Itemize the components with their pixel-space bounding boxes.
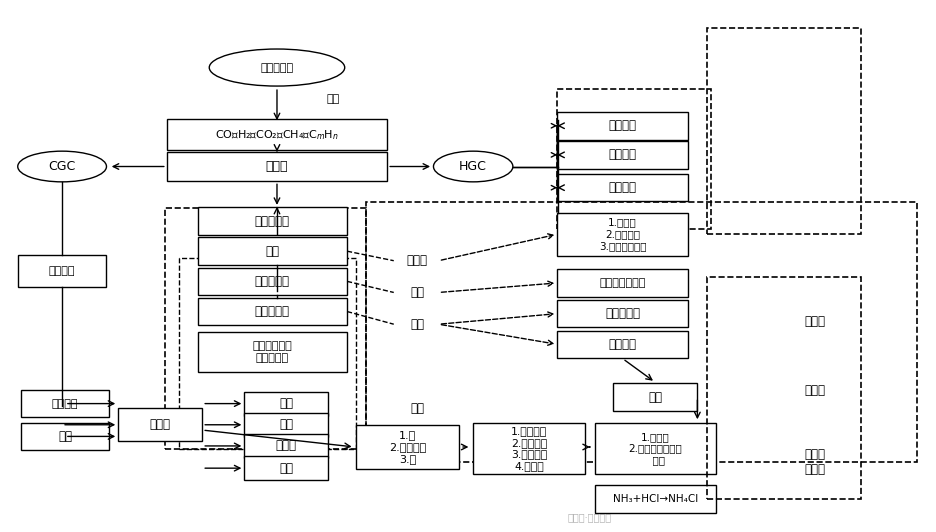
FancyBboxPatch shape <box>197 237 346 265</box>
Ellipse shape <box>209 49 344 86</box>
FancyBboxPatch shape <box>118 409 202 441</box>
Text: 普通碱
氧化物: 普通碱 氧化物 <box>804 448 825 476</box>
FancyBboxPatch shape <box>197 298 346 325</box>
Text: 污染物: 污染物 <box>266 160 288 173</box>
Text: 洗涤器: 洗涤器 <box>150 418 170 431</box>
Text: 催化: 催化 <box>410 286 424 299</box>
Text: 屏障过滤: 屏障过滤 <box>608 148 636 161</box>
FancyBboxPatch shape <box>18 255 107 287</box>
FancyBboxPatch shape <box>197 207 346 235</box>
Text: 吸收: 吸收 <box>410 318 424 331</box>
Ellipse shape <box>18 151 107 182</box>
Text: 生物质、煤: 生物质、煤 <box>260 63 293 72</box>
Text: 氧化铝: 氧化铝 <box>804 384 825 397</box>
Text: 气化: 气化 <box>326 94 340 104</box>
FancyBboxPatch shape <box>244 392 328 415</box>
FancyBboxPatch shape <box>594 485 715 513</box>
Text: 含氮污染物: 含氮污染物 <box>255 275 289 288</box>
Text: 惯性分离: 惯性分离 <box>608 119 636 132</box>
Text: CGC: CGC <box>49 160 76 173</box>
Text: NH₃+HCl→NH₄Cl: NH₃+HCl→NH₄Cl <box>612 494 697 504</box>
FancyBboxPatch shape <box>197 268 346 295</box>
FancyBboxPatch shape <box>244 456 328 480</box>
FancyBboxPatch shape <box>557 141 687 169</box>
FancyBboxPatch shape <box>557 112 687 139</box>
FancyBboxPatch shape <box>167 119 387 150</box>
FancyBboxPatch shape <box>557 330 687 358</box>
Text: 热催化分解: 热催化分解 <box>605 307 639 320</box>
FancyBboxPatch shape <box>21 390 110 418</box>
FancyBboxPatch shape <box>557 269 687 297</box>
Text: 静电: 静电 <box>279 462 293 475</box>
Text: 含硫污染物: 含硫污染物 <box>255 305 289 318</box>
Text: 吸收: 吸收 <box>410 402 424 415</box>
Text: 喷雾: 喷雾 <box>279 397 293 410</box>
FancyBboxPatch shape <box>356 425 459 469</box>
FancyBboxPatch shape <box>21 422 110 450</box>
FancyBboxPatch shape <box>197 332 346 372</box>
Text: 湿式洗涤: 湿式洗涤 <box>49 267 75 276</box>
Text: 选择性催化氧化: 选择性催化氧化 <box>599 278 645 288</box>
Text: 吸收: 吸收 <box>648 390 662 404</box>
FancyBboxPatch shape <box>557 174 687 202</box>
Text: 文丘里: 文丘里 <box>275 439 297 452</box>
Text: 活性炭: 活性炭 <box>804 315 825 328</box>
Text: 湿式动态: 湿式动态 <box>51 398 78 409</box>
Text: 吸附技术: 吸附技术 <box>608 338 636 351</box>
FancyBboxPatch shape <box>473 423 585 473</box>
FancyBboxPatch shape <box>244 413 328 437</box>
Text: CO、H₂、CO₂、CH₄、C$_m$H$_n$: CO、H₂、CO₂、CH₄、C$_m$H$_n$ <box>215 128 339 142</box>
Text: 静电分离: 静电分离 <box>608 181 636 194</box>
Text: 冲击: 冲击 <box>279 418 293 431</box>
Text: 热裂解: 热裂解 <box>406 254 427 267</box>
Text: 卤化氢和微量
金属污染物: 卤化氢和微量 金属污染物 <box>252 342 292 363</box>
Text: 1.水
2.有机溶剂
3.酸: 1.水 2.有机溶剂 3.酸 <box>388 430 426 463</box>
Text: 公众号·第一材智: 公众号·第一材智 <box>567 512 611 522</box>
Text: 1.热裂化
2.催化裂化
3.等离子体重整: 1.热裂化 2.催化裂化 3.等离子体重整 <box>598 218 646 251</box>
FancyBboxPatch shape <box>167 152 387 181</box>
FancyBboxPatch shape <box>557 213 687 256</box>
FancyBboxPatch shape <box>244 434 328 458</box>
Text: HGC: HGC <box>459 160 487 173</box>
Ellipse shape <box>433 151 512 182</box>
Text: 1.有机溶剂
2.碱性溶液
3.多孔固体
4.生物炭: 1.有机溶剂 2.碱性溶液 3.多孔固体 4.生物炭 <box>510 426 547 471</box>
Text: 旋风: 旋风 <box>58 430 72 443</box>
FancyBboxPatch shape <box>557 300 687 327</box>
Text: 颗粒污染物: 颗粒污染物 <box>255 214 289 228</box>
FancyBboxPatch shape <box>613 384 696 411</box>
Text: 焦油: 焦油 <box>265 245 279 257</box>
FancyBboxPatch shape <box>594 423 715 473</box>
Text: 1.预处理
2.颗粒物和焦油的
  去除: 1.预处理 2.颗粒物和焦油的 去除 <box>628 432 681 465</box>
